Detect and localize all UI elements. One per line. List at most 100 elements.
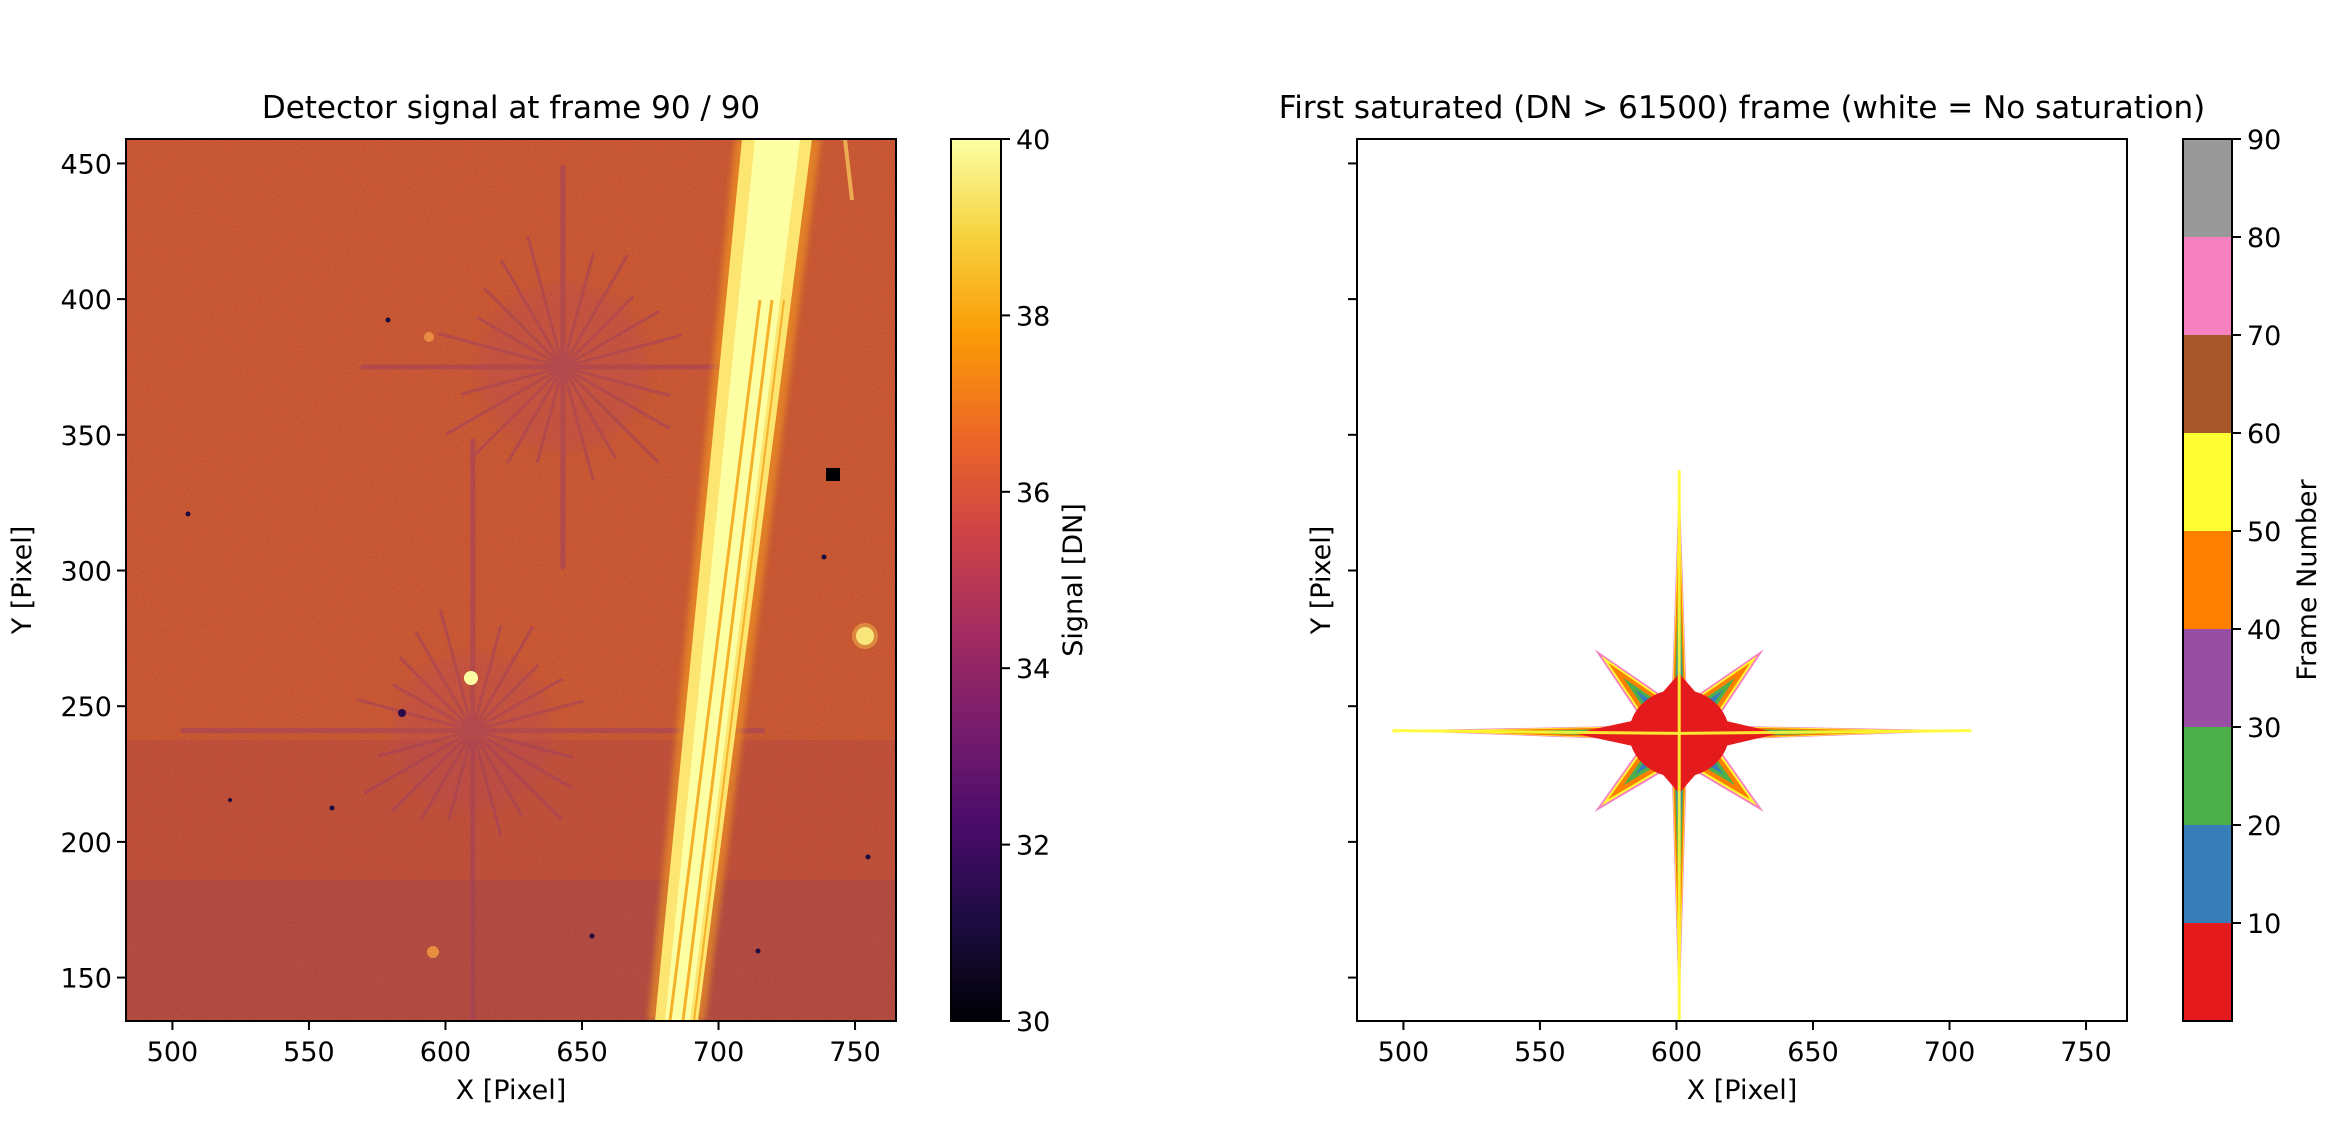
colorbar-tick-label: 70: [2247, 321, 2281, 352]
diffraction-spike: [561, 254, 629, 369]
x-tick-label: 650: [1787, 1037, 1839, 1068]
diffraction-spike: [471, 664, 539, 733]
diffraction-spike: [447, 729, 475, 821]
colorbar-tick-label: 50: [2247, 517, 2281, 548]
diffraction-spike: [561, 365, 671, 430]
signal-colorbar-gradient: [951, 139, 1001, 1021]
x-tick-label: 700: [1924, 1037, 1976, 1068]
diffraction-spike: [414, 631, 475, 733]
saturation-title: First saturated (DN > 61500) frame (whit…: [1279, 90, 2206, 126]
colorbar-tick-label: 10: [2247, 909, 2281, 940]
y-tick-label: 200: [60, 828, 112, 859]
diffraction-spike: [445, 365, 565, 436]
diffraction-spike: [420, 729, 475, 821]
diffraction-spike: [561, 365, 617, 459]
saturation-colorbar: 10 20 30 40 50 60 70 80 90 Frame Number: [2182, 125, 2323, 1022]
diffraction-spike: [561, 253, 595, 369]
signal-ylabel: Y [Pixel]: [7, 526, 38, 636]
saturation-ticks: 500 550 600 650 700 750: [1348, 162, 2112, 1068]
saturation-axes-frame: [1356, 138, 2128, 1022]
colorbar-tick-label: 20: [2247, 811, 2281, 842]
star-upper: [360, 164, 766, 570]
diffraction-spike: [526, 236, 565, 369]
signal-xlabel: X [Pixel]: [456, 1075, 567, 1106]
colorbar-bin: [2183, 727, 2232, 825]
diffraction-spike: [483, 287, 565, 369]
signal-colorbar: 30 32 34 36 38 40 Signal [DN]: [950, 125, 1089, 1038]
diffraction-spike: [471, 729, 563, 821]
saturation-colorbar-bins: [2183, 139, 2232, 1021]
colorbar-bin: [2183, 629, 2232, 727]
diffraction-spike: [561, 296, 634, 369]
star-lower: [180, 438, 766, 1021]
diffraction-spike: [471, 678, 563, 733]
diffraction-spike: [471, 729, 503, 837]
x-tick-label: 550: [283, 1037, 335, 1068]
diffraction-spike: [460, 365, 565, 396]
hot-pixel: [464, 671, 478, 685]
saturation-panel: First saturated (DN > 61500) frame (whit…: [1279, 90, 2323, 1106]
signal-title: Detector signal at frame 90 / 90: [262, 90, 760, 126]
colorbar-tick-label: 36: [1016, 478, 1050, 509]
colorbar-bin: [2183, 825, 2232, 923]
colorbar-tick-label: 60: [2247, 419, 2281, 450]
x-tick-label: 600: [420, 1037, 472, 1068]
diffraction-spike: [471, 729, 573, 789]
saturation-spike: [1392, 729, 1680, 735]
signal-axes-frame: [125, 138, 897, 1022]
dead-pixel: [826, 468, 840, 481]
colorbar-bin: [2183, 531, 2232, 629]
x-tick-label: 500: [1378, 1037, 1430, 1068]
x-tick-label: 500: [147, 1037, 199, 1068]
x-tick-label: 650: [556, 1037, 608, 1068]
colorbar-tick-label: 32: [1016, 831, 1050, 862]
saturation-ylabel: Y [Pixel]: [1306, 526, 1337, 636]
diffraction-spike: [476, 316, 565, 369]
diffraction-spike: [363, 729, 475, 795]
signal-colorbar-ticks: 30 32 34 36 38 40: [1001, 125, 1050, 1038]
x-tick-label: 700: [693, 1037, 745, 1068]
diffraction-spike: [377, 729, 475, 758]
y-tick-label: 300: [60, 557, 112, 588]
colorbar-tick-label: 34: [1016, 654, 1050, 685]
y-tick-label: 450: [60, 149, 112, 180]
diffraction-spike: [561, 365, 660, 464]
y-tick-label: 150: [60, 964, 112, 995]
diffraction-spike: [399, 656, 475, 733]
diffraction-spike: [471, 625, 503, 733]
x-tick-label: 750: [829, 1037, 881, 1068]
saturation-xlabel: X [Pixel]: [1687, 1075, 1798, 1106]
diffraction-spike: [475, 365, 565, 455]
diffraction-spike: [506, 365, 565, 464]
colorbar-tick-label: 40: [1016, 125, 1050, 156]
saturation-spike: [1679, 729, 1972, 735]
diffraction-spike: [437, 332, 565, 369]
saturation-colorbar-ticks: 10 20 30 40 50 60 70 80 90: [2232, 125, 2281, 940]
signal-image: [126, 139, 896, 1021]
diffraction-spike: [391, 729, 475, 813]
colorbar-bin: [2183, 433, 2232, 531]
diffraction-spike: [471, 699, 584, 733]
diffraction-spike: [439, 608, 475, 733]
saturated-streak: [648, 139, 854, 1021]
colorbar-tick-label: 30: [1016, 1007, 1050, 1038]
signal-ticks: 500 550 600 650 700 750 150 200 250 300 350 400 450: [60, 149, 880, 1068]
signal-colorbar-label: Signal [DN]: [1058, 503, 1089, 657]
diffraction-spike: [356, 698, 475, 733]
y-tick-label: 350: [60, 421, 112, 452]
colorbar-tick-label: 30: [2247, 713, 2281, 744]
diffraction-spike: [561, 310, 660, 369]
y-tick-label: 400: [60, 285, 112, 316]
diffraction-spike: [561, 333, 683, 369]
diffraction-spike: [471, 729, 573, 759]
signal-panel: Detector signal at frame 90 / 90: [7, 90, 1089, 1106]
colorbar-tick-label: 90: [2247, 125, 2281, 156]
saturation-colorbar-label: Frame Number: [2292, 479, 2323, 681]
diffraction-spike: [392, 683, 475, 733]
saturation-star: [1392, 470, 1972, 1021]
diffraction-spike: [561, 365, 671, 397]
colorbar-tick-label: 80: [2247, 223, 2281, 254]
colorbar-tick-label: 38: [1016, 301, 1050, 332]
colorbar-tick-label: 40: [2247, 615, 2281, 646]
